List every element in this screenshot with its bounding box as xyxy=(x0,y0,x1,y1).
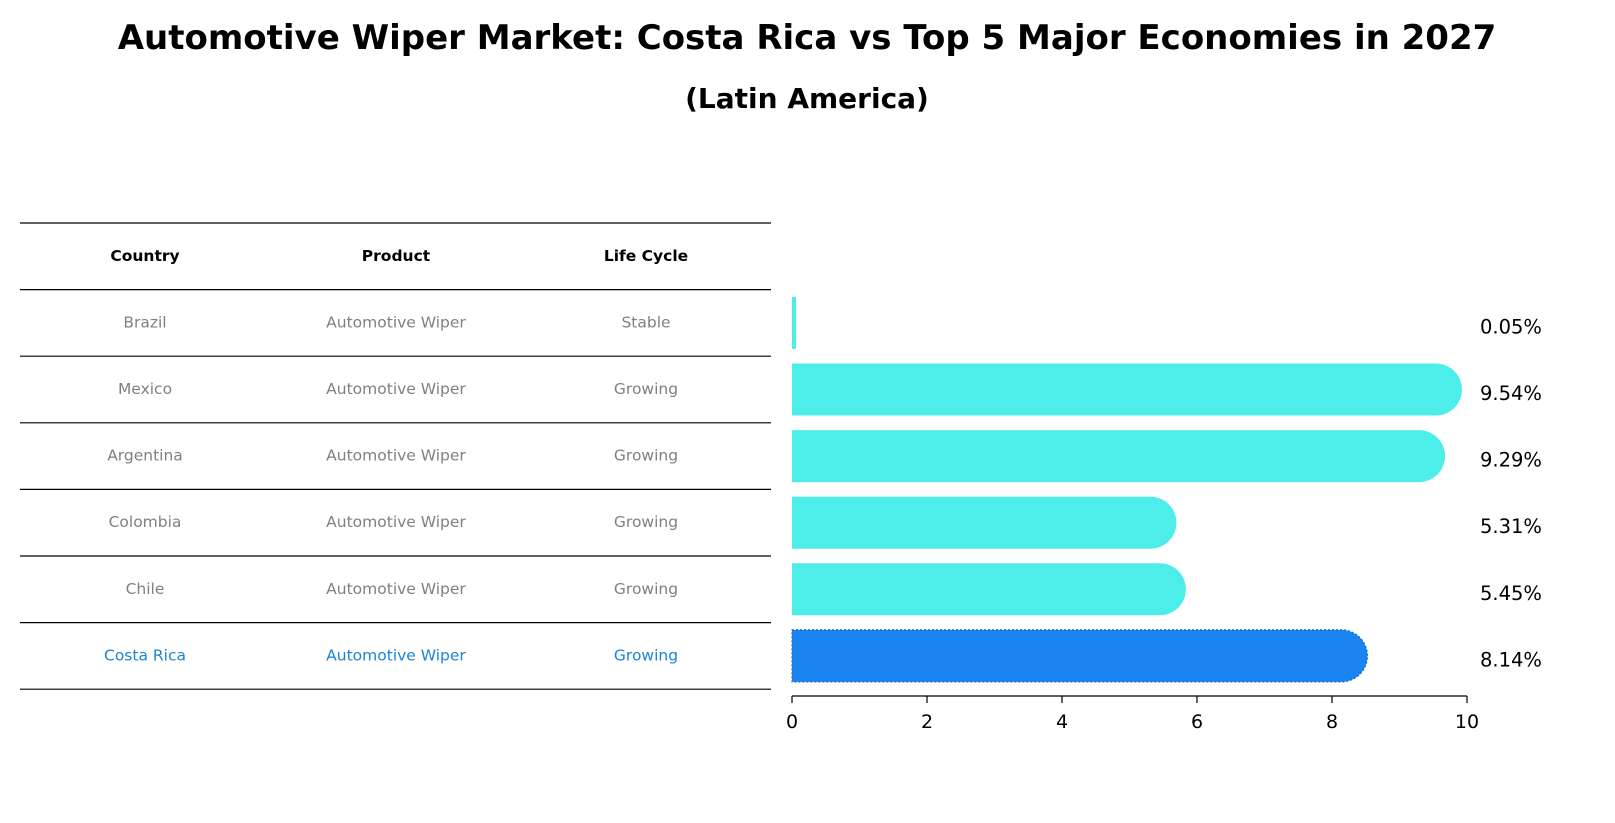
table-row: Colombia Automotive Wiper Growing xyxy=(109,513,679,531)
cell-life-cycle: Growing xyxy=(614,580,678,598)
cell-life-cycle: Growing xyxy=(614,380,678,398)
cell-country: Costa Rica xyxy=(104,646,186,664)
value-labels: 0.05% 9.54% 9.29% 5.31% 5.45% 8.14% xyxy=(1480,315,1542,671)
cell-country: Mexico xyxy=(118,380,172,398)
x-tick-label: 10 xyxy=(1455,711,1479,733)
cell-life-cycle: Growing xyxy=(614,513,678,531)
value-label: 0.05% xyxy=(1480,315,1542,338)
cell-life-cycle: Growing xyxy=(614,447,678,465)
cell-product: Automotive Wiper xyxy=(326,313,466,331)
chart-title: Automotive Wiper Market: Costa Rica vs T… xyxy=(118,18,1497,58)
header-life-cycle: Life Cycle xyxy=(604,247,688,265)
data-table: Country Product Life Cycle Brazil Automotive… xyxy=(20,222,771,690)
x-tick-label: 6 xyxy=(1191,711,1203,733)
bar-series xyxy=(791,296,1462,683)
cell-product: Automotive Wiper xyxy=(326,646,466,664)
x-tick-label: 2 xyxy=(921,711,933,733)
cell-country: Argentina xyxy=(107,447,183,465)
cell-life-cycle: Stable xyxy=(621,313,670,331)
cell-product: Automotive Wiper xyxy=(326,580,466,598)
header-product: Product xyxy=(362,247,431,265)
bar-costa-rica xyxy=(791,629,1369,683)
value-label: 5.45% xyxy=(1480,582,1542,605)
cell-country: Colombia xyxy=(109,513,182,531)
value-label: 5.31% xyxy=(1480,515,1542,538)
value-label: 8.14% xyxy=(1480,648,1542,671)
x-tick-label: 4 xyxy=(1056,711,1068,733)
cell-country: Chile xyxy=(126,580,165,598)
x-axis: 0 2 4 6 8 10 xyxy=(786,695,1479,733)
bar-brazil xyxy=(792,296,796,349)
table-row: Costa Rica Automotive Wiper Growing xyxy=(104,646,678,664)
table-row: Argentina Automotive Wiper Growing xyxy=(107,447,678,465)
value-label: 9.29% xyxy=(1480,449,1542,472)
x-tick-label: 0 xyxy=(786,711,798,733)
table-row: Chile Automotive Wiper Growing xyxy=(126,580,678,598)
cell-product: Automotive Wiper xyxy=(326,447,466,465)
bar-argentina xyxy=(792,430,1446,483)
header-country: Country xyxy=(110,247,179,265)
table-row: Brazil Automotive Wiper Stable xyxy=(123,313,670,331)
bar-mexico xyxy=(792,363,1462,416)
cell-country: Brazil xyxy=(123,313,166,331)
value-label: 9.54% xyxy=(1480,382,1542,405)
cell-product: Automotive Wiper xyxy=(326,380,466,398)
bar-chile xyxy=(792,563,1186,616)
bar-colombia xyxy=(792,496,1177,549)
cell-product: Automotive Wiper xyxy=(326,513,466,531)
chart-subtitle: (Latin America) xyxy=(685,82,929,115)
x-tick-label: 8 xyxy=(1326,711,1338,733)
cell-life-cycle: Growing xyxy=(614,646,678,664)
table-row: Mexico Automotive Wiper Growing xyxy=(118,380,678,398)
